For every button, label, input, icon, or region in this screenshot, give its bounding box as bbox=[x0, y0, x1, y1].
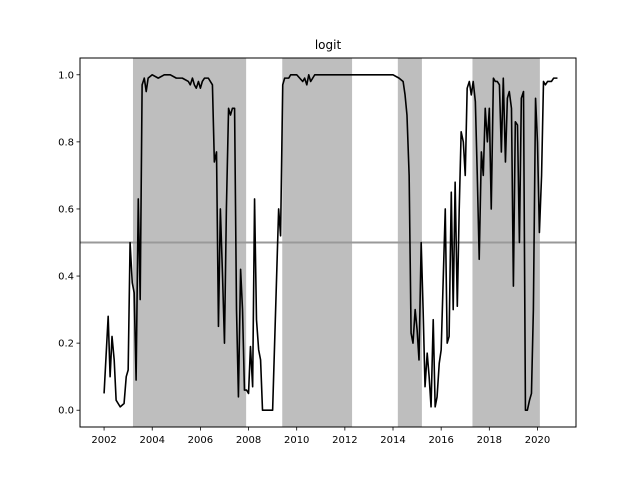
x-tick-label: 2014 bbox=[380, 435, 405, 446]
y-axis: 0.0 0.2 0.4 0.6 0.8 1.0 bbox=[58, 70, 80, 417]
x-tick-label: 2020 bbox=[525, 435, 550, 446]
x-tick-label: 2016 bbox=[428, 435, 453, 446]
x-tick-label: 2010 bbox=[284, 435, 309, 446]
y-tick-label: 0.4 bbox=[58, 272, 74, 283]
series-layer bbox=[103, 73, 558, 412]
x-tick-label: 2018 bbox=[477, 435, 502, 446]
y-tick-label: 0.6 bbox=[58, 204, 74, 215]
x-tick-label: 2006 bbox=[188, 435, 213, 446]
y-tick-label: 0.8 bbox=[58, 137, 74, 148]
chart-title: logit bbox=[315, 38, 342, 52]
x-tick-label: 2002 bbox=[91, 435, 116, 446]
x-tick-label: 2012 bbox=[332, 435, 357, 446]
y-tick-label: 1.0 bbox=[58, 70, 74, 81]
y-tick-label: 0.0 bbox=[58, 406, 74, 417]
y-tick-label: 0.2 bbox=[58, 339, 74, 350]
x-axis: 2002 2004 2006 2008 2010 2012 2014 2016 2018 2020 bbox=[91, 427, 550, 446]
plot-frame bbox=[79, 57, 577, 428]
series-line-0 bbox=[103, 73, 558, 412]
x-tick-label: 2004 bbox=[140, 435, 165, 446]
x-tick-label: 2008 bbox=[236, 435, 261, 446]
